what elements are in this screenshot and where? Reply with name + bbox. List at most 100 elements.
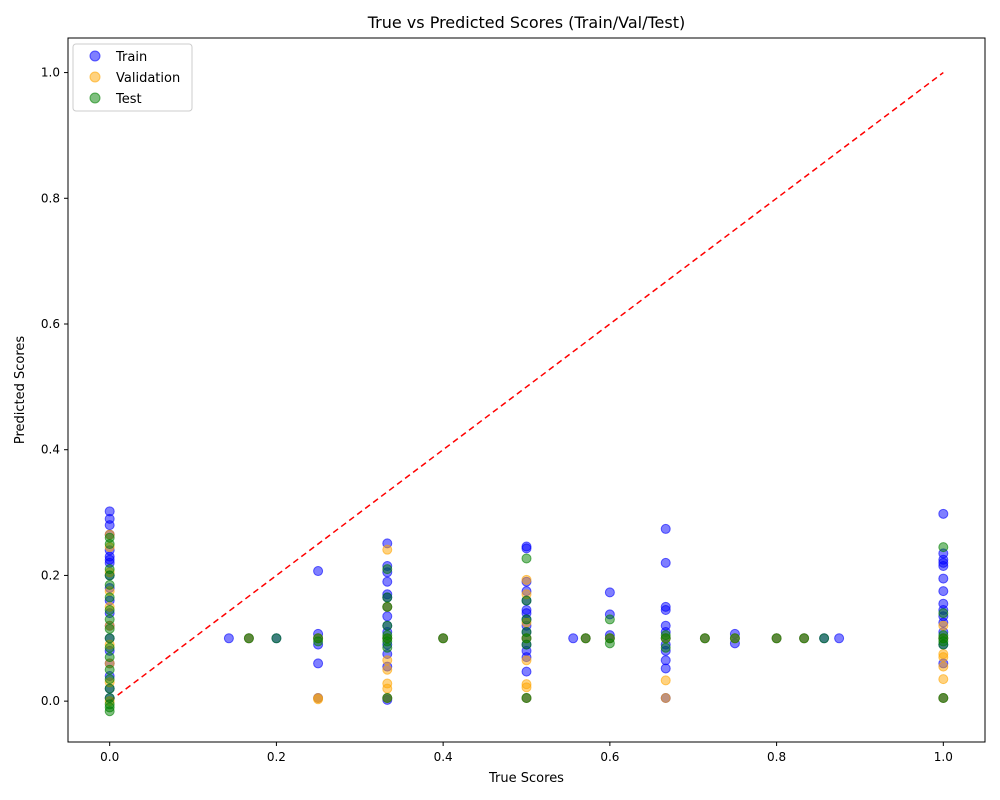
data-point [660,655,671,666]
data-point [660,693,671,703]
data-point [521,595,532,606]
data-point [104,683,115,694]
y-axis-ticks: 0.0 0.2 0.4 0.6 0.8 1.0 [41,66,68,708]
data-point [660,642,671,653]
data-point [313,636,324,647]
y-axis-label: Predicted Scores [13,336,28,445]
x-tick-label: 0.6 [600,750,619,764]
data-point [938,586,949,597]
data-point [938,508,949,519]
x-tick-label: 0.8 [767,750,786,764]
data-point [382,592,393,603]
data-point [938,542,949,553]
data-points-layer [104,506,949,717]
data-point [521,682,532,693]
data-point [521,639,532,650]
data-point [104,652,115,663]
data-point [521,614,532,625]
reference-line-identity [109,71,944,702]
data-point [382,664,393,675]
legend: Train Validation Test [72,43,193,112]
data-point [660,675,671,686]
legend-marker-test [89,92,101,104]
data-point [660,557,671,568]
data-point [834,633,845,644]
legend-label-train: Train [115,50,147,65]
x-axis-label: True Scores [488,771,564,786]
data-point [382,564,393,575]
data-point [382,576,393,587]
data-point [521,655,532,666]
y-tick-label: 0.6 [41,317,60,331]
x-tick-label: 1.0 [934,750,953,764]
data-point [223,633,234,644]
data-point [938,639,949,650]
data-point [313,694,324,705]
data-point [382,601,393,612]
x-axis-ticks: 0.0 0.2 0.4 0.6 0.8 1.0 [100,742,953,764]
data-point [104,706,115,717]
data-point [819,633,830,644]
data-point [521,553,532,564]
reference-line-layer [109,71,944,702]
data-point [104,570,115,581]
data-point [521,543,532,554]
data-point [938,661,949,672]
data-point [660,633,671,644]
chart-title: True vs Predicted Scores (Train/Val/Test… [367,13,686,32]
data-point [938,561,949,571]
data-point [729,633,740,644]
data-point [104,520,115,531]
x-tick-label: 0.2 [267,750,286,764]
data-point [382,611,393,622]
data-point [313,566,324,577]
data-point [104,623,115,634]
x-tick-label: 0.0 [100,750,119,764]
data-point [521,666,532,677]
data-point [938,620,949,631]
data-point [604,638,615,649]
data-point [938,573,949,584]
data-point [521,693,532,703]
data-point [271,633,282,644]
data-point [938,608,949,619]
y-tick-label: 0.8 [41,191,60,205]
plot-area-frame [67,37,986,743]
data-point [938,674,949,685]
data-point [104,633,115,644]
y-tick-label: 0.2 [41,568,60,582]
y-tick-label: 1.0 [41,66,60,80]
data-point [799,633,810,644]
data-point [313,658,324,669]
data-point [104,579,115,590]
legend-box [72,43,193,112]
data-point [382,693,393,703]
series-test [104,532,949,717]
data-point [660,605,671,615]
data-point [104,539,115,549]
legend-label-validation: Validation [116,71,180,86]
data-point [938,693,949,703]
data-point [604,587,615,598]
legend-label-test: Test [115,92,142,107]
data-point [382,544,393,555]
data-point [382,655,393,666]
data-point [568,633,579,644]
data-point [104,674,115,685]
data-point [771,633,782,644]
data-point [580,633,591,644]
data-point [604,614,615,625]
data-point [382,642,393,653]
data-point [660,663,671,674]
legend-marker-train [89,50,101,62]
y-tick-label: 0.0 [41,694,60,708]
data-point [699,633,710,644]
data-point [521,574,532,585]
x-tick-label: 0.4 [434,750,453,764]
data-point [104,605,115,615]
data-point [438,633,449,644]
data-point [382,683,393,694]
legend-marker-validation [89,71,101,83]
